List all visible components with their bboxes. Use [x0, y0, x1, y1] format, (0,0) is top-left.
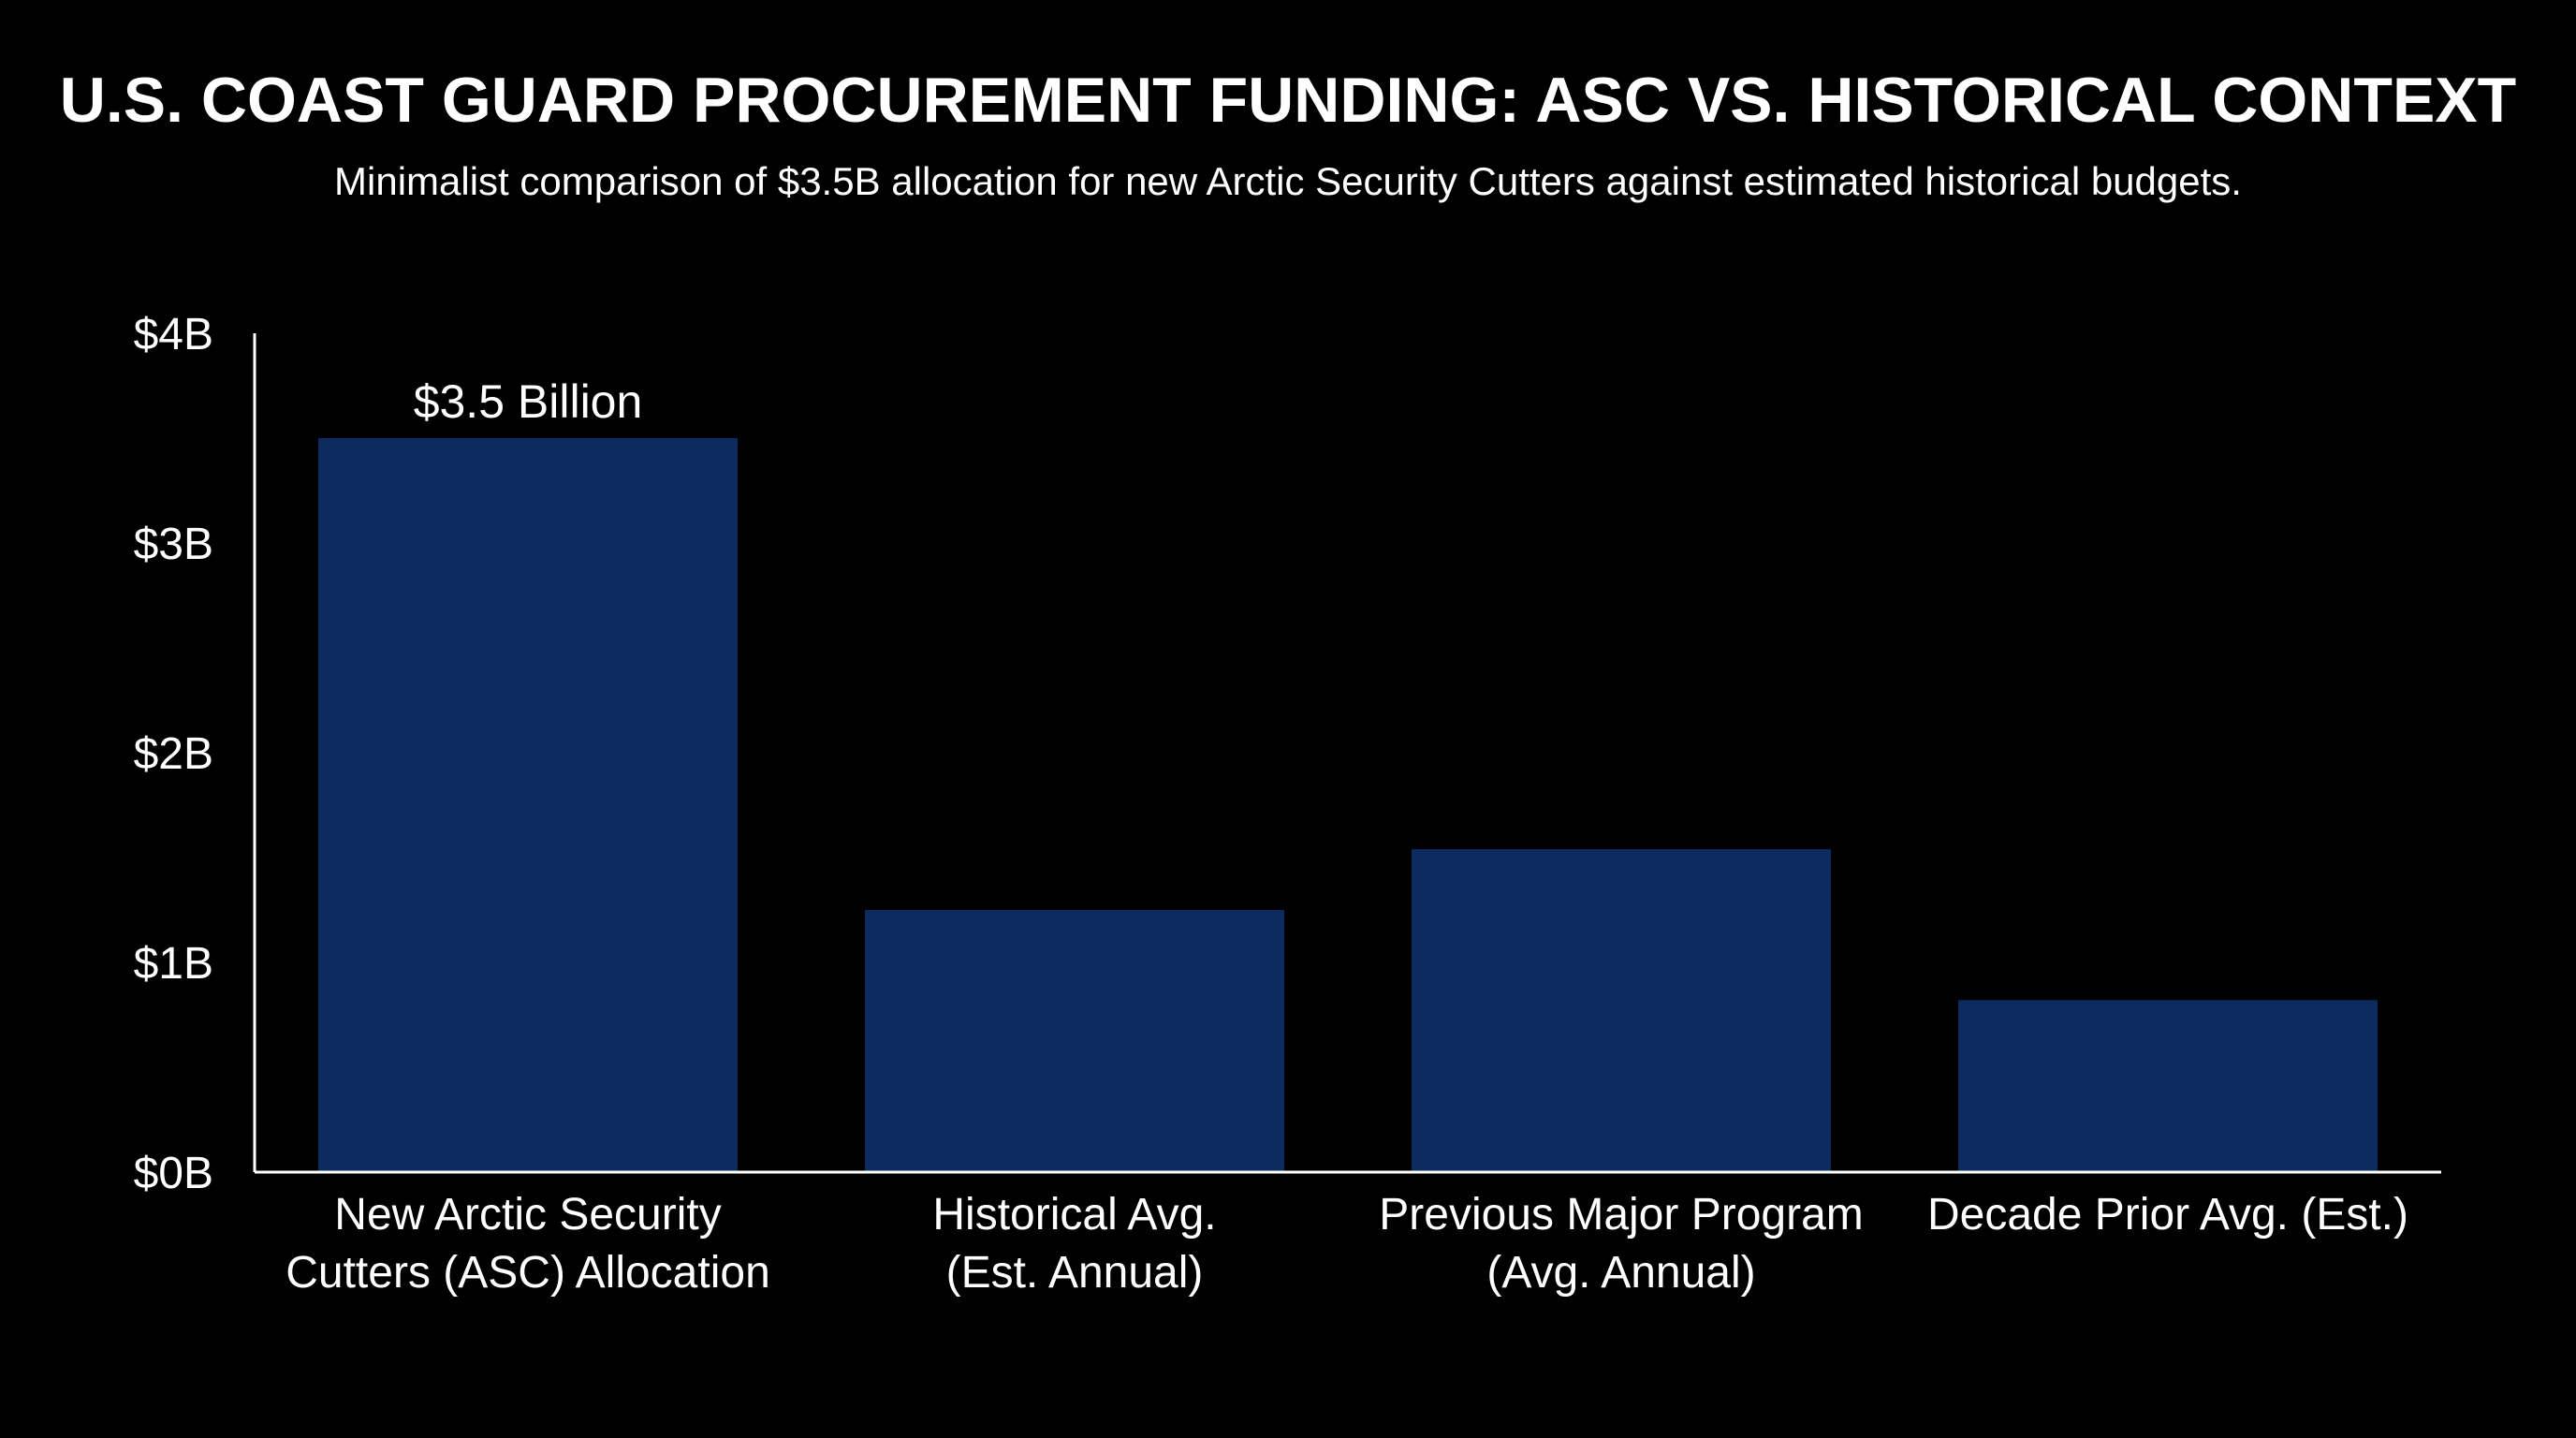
x-tick-label-line: (Est. Annual) — [946, 1248, 1204, 1298]
y-tick-label-3: $3B — [134, 520, 213, 569]
bar-data-label-1: $3.5 Billion — [414, 375, 643, 428]
x-tick-label-3: Previous Major Program (Avg. Annual) — [1379, 1190, 1864, 1298]
y-tick-label-1: $1B — [134, 939, 213, 989]
x-tick-label-1: New Arctic Security Cutters (ASC) Allocat… — [285, 1190, 770, 1298]
x-tick-label-line: (Avg. Annual) — [1486, 1248, 1755, 1298]
x-tick-label-2: Historical Avg. (Est. Annual) — [932, 1190, 1216, 1298]
x-tick-label-line: Previous Major Program — [1379, 1190, 1864, 1240]
bar-3 — [1412, 849, 1831, 1172]
x-tick-label-line: Historical Avg. — [932, 1190, 1216, 1240]
x-tick-label-line: Decade Prior Avg. (Est.) — [1927, 1190, 2408, 1240]
y-tick-label-0: $0B — [134, 1149, 213, 1198]
bar-2 — [865, 910, 1284, 1172]
y-tick-label-2: $2B — [134, 729, 213, 779]
bar-1 — [318, 438, 738, 1172]
x-tick-label-line: Cutters (ASC) Allocation — [285, 1248, 770, 1298]
x-tick-label-line: New Arctic Security — [334, 1190, 721, 1240]
chart-subtitle: Minimalist comparison of $3.5B allocatio… — [334, 159, 2242, 203]
x-tick-label-4: Decade Prior Avg. (Est.) — [1927, 1190, 2408, 1240]
chart-title: U.S. COAST GUARD PROCUREMENT FUNDING: AS… — [59, 65, 2517, 136]
bar-4 — [1958, 1000, 2378, 1172]
y-tick-label-4: $4B — [134, 310, 213, 360]
